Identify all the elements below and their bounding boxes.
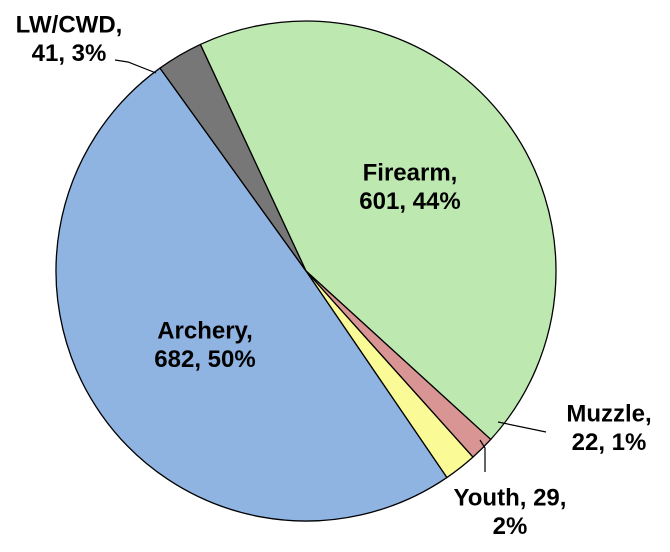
leader-line-muzzle: [497, 421, 547, 433]
slice-label-line: Firearm,: [363, 159, 458, 186]
pie-slice-firearm: [199, 20, 557, 441]
slice-label-line: Muzzle,: [566, 400, 651, 427]
pie-slice-archery: [55, 67, 448, 522]
leader-line-lw-cwd: [114, 59, 157, 74]
slice-label-line: LW/CWD,: [16, 11, 123, 38]
slice-label-line: Archery,: [157, 317, 253, 344]
slice-label-archery: Archery, 682, 50%: [154, 317, 255, 373]
slice-label-line: 22, 1%: [572, 429, 647, 456]
slice-label-line: 601, 44%: [359, 188, 460, 215]
leader-lines: [114, 59, 547, 472]
pie-slice-lw-cwd: [159, 43, 307, 272]
slice-label-lw-cwd: LW/CWD, 41, 3%: [16, 11, 123, 67]
slice-label-firearm: Firearm, 601, 44%: [359, 159, 460, 215]
pie-slices: [55, 20, 557, 522]
slice-label-line: Youth, 29,: [454, 484, 567, 511]
leader-line-youth: [479, 439, 486, 472]
slice-label-line: 682, 50%: [154, 346, 255, 373]
slice-labels: Firearm, 601, 44%Muzzle, 22, 1%Youth, 29, 2…: [16, 11, 652, 540]
slice-label-muzzle: Muzzle, 22, 1%: [566, 400, 651, 456]
slice-label-line: 2%: [493, 513, 528, 540]
slice-label-line: 41, 3%: [32, 40, 107, 67]
slice-label-youth: Youth, 29, 2%: [454, 484, 567, 540]
